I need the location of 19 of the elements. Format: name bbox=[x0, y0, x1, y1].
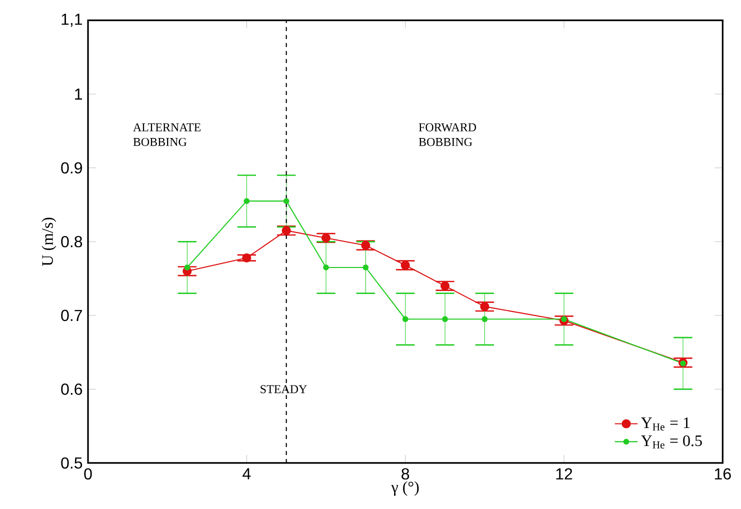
x-tick-label: 0 bbox=[84, 468, 92, 480]
x-tick-label: 4 bbox=[242, 468, 251, 480]
y-tick-label: 0.6 bbox=[61, 384, 82, 395]
y-axis-title: U (m/s) bbox=[42, 218, 56, 266]
y-tick-label: 1 bbox=[75, 88, 82, 100]
x-tick-label: 12 bbox=[556, 468, 572, 480]
y-tick-label: 1,1 bbox=[62, 14, 82, 27]
y-tick-label: 0.9 bbox=[61, 162, 82, 174]
x-axis-title: γ (°) bbox=[391, 481, 419, 496]
x-tick-label: 16 bbox=[714, 468, 731, 480]
y-tick-label: 0.8 bbox=[61, 236, 82, 248]
y-tick-label: 0.5 bbox=[61, 457, 82, 469]
annotation: FORWARD BOBBING bbox=[418, 123, 476, 146]
y-tick-label: 0.7 bbox=[61, 310, 82, 322]
annotation: ALTERNATE BOBBING bbox=[133, 123, 201, 146]
annotation: STEADY bbox=[260, 385, 307, 394]
x-tick-label: 8 bbox=[402, 468, 410, 480]
legend-label: Y$_{He}$ = 0.5 bbox=[641, 435, 702, 448]
legend-label: Y$_{He}$ = 1 bbox=[641, 417, 690, 431]
